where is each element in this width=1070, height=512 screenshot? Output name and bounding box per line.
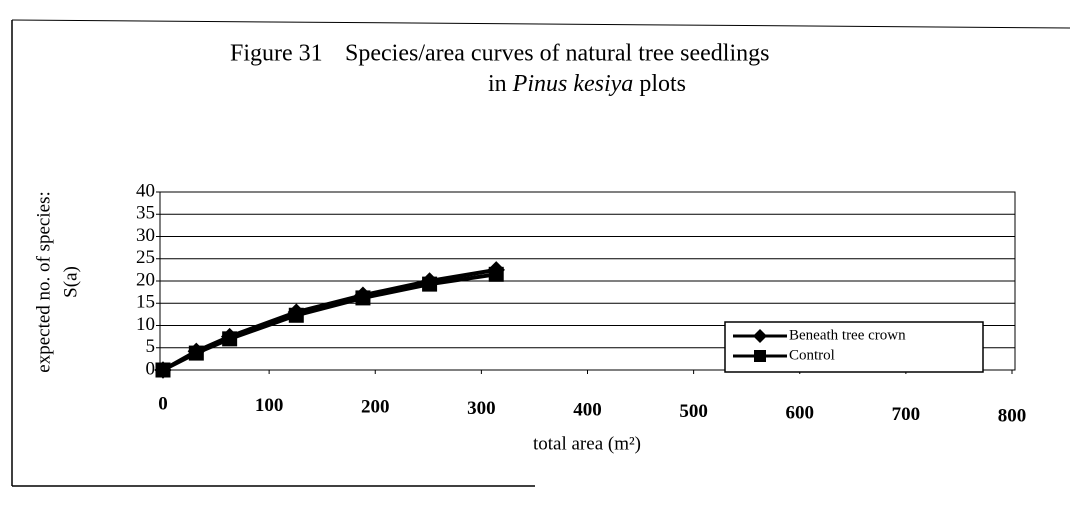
legend-box — [724, 321, 984, 373]
y-tick-label: 30 — [136, 225, 155, 246]
series-line — [162, 267, 497, 372]
x-tick-label: 700 — [892, 404, 921, 425]
y-axis-label: S(a) — [60, 266, 81, 298]
x-tick-label: 100 — [255, 395, 284, 416]
y-tick-label: 40 — [136, 180, 155, 201]
marker-square — [288, 307, 304, 323]
y-tick-label: 10 — [136, 314, 155, 335]
x-tick-label: 400 — [573, 399, 602, 420]
title-italic: Pinus kesiya — [512, 71, 634, 97]
marker-square — [155, 362, 171, 378]
title-line2: in Pinus kesiya plots — [488, 71, 686, 97]
y-tick-label: 20 — [136, 269, 155, 290]
series-line — [162, 272, 497, 372]
marker-square — [422, 276, 438, 292]
x-tick-label: 200 — [361, 396, 390, 417]
y-axis-label: expected no. of species: — [33, 191, 54, 372]
legend-marker — [753, 329, 767, 343]
legend-label: Control — [789, 347, 835, 363]
marker-square — [355, 290, 371, 306]
title-plots: plots — [639, 71, 686, 97]
x-tick-label: 300 — [467, 398, 496, 419]
x-tick-label: 500 — [679, 401, 708, 422]
title-figure: Figure 31 — [230, 41, 323, 67]
y-tick-label: 0 — [146, 358, 156, 379]
frame-top — [11, 19, 1070, 29]
marker-square — [222, 331, 238, 347]
x-axis-label: total area (m²) — [533, 433, 641, 454]
marker-square — [488, 266, 504, 282]
y-tick-label: 5 — [146, 336, 156, 357]
x-tick-label: 0 — [158, 393, 168, 414]
x-tick-label: 800 — [998, 405, 1027, 426]
marker-square — [188, 345, 204, 361]
legend-marker — [754, 350, 766, 362]
y-tick-label: 15 — [136, 292, 155, 313]
title-in: in — [488, 71, 507, 97]
y-tick-label: 25 — [136, 247, 155, 268]
y-tick-label: 35 — [136, 203, 155, 224]
x-tick-label: 600 — [786, 402, 815, 423]
title-line1: Species/area curves of natural tree seed… — [345, 41, 769, 67]
legend-label: Beneath tree crown — [789, 327, 906, 343]
